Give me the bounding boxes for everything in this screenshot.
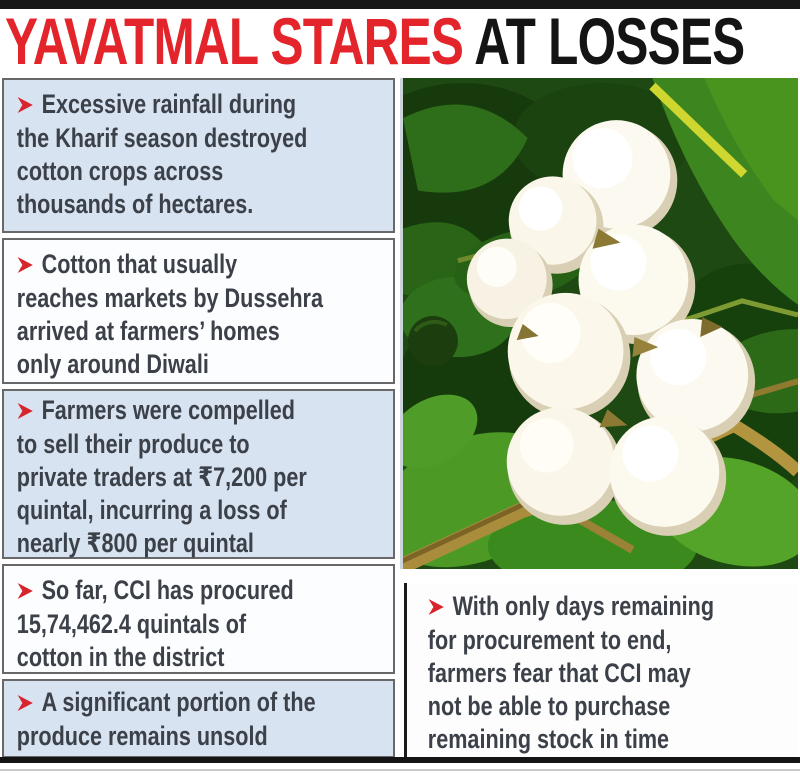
title-rest: AT LOSSES bbox=[463, 4, 745, 78]
bottom-divider bbox=[0, 769, 800, 771]
page-title: YAVATMAL STARES AT LOSSES bbox=[5, 8, 800, 74]
leaf-shape bbox=[403, 78, 798, 569]
cotton-boll-shape bbox=[466, 120, 756, 536]
bullet-item-5: A significant portion of the produce rem… bbox=[2, 679, 395, 758]
title-highlight: YAVATMAL STARES bbox=[5, 4, 464, 78]
arrow-right-icon bbox=[428, 591, 446, 624]
arrow-right-icon bbox=[17, 687, 35, 720]
arrow-right-icon bbox=[17, 89, 35, 122]
right-note: With only days remaining for procurement… bbox=[404, 583, 798, 757]
bullet-item-1: Excessive rainfall during the Kharif sea… bbox=[2, 78, 395, 233]
bottom-bar bbox=[0, 757, 800, 763]
page-title-text: YAVATMAL STARES AT LOSSES bbox=[5, 8, 745, 74]
bullet-item-4: So far, CCI has procured 15,74,462.4 qui… bbox=[2, 564, 395, 674]
cotton-photo bbox=[400, 78, 798, 569]
bract-shape bbox=[516, 228, 723, 428]
right-note-text: With only days remaining for procurement… bbox=[427, 591, 715, 754]
arrow-right-icon bbox=[17, 575, 35, 608]
bullet-text: A significant portion of the produce rem… bbox=[16, 687, 316, 751]
bullet-item-3: Farmers were compelled to sell their pro… bbox=[2, 389, 395, 559]
top-bar bbox=[0, 0, 800, 9]
green-boll-shape bbox=[407, 315, 458, 367]
bullet-text: So far, CCI has procured 15,74,462.4 qui… bbox=[16, 575, 294, 672]
bullet-text: Cotton that usually reaches markets by D… bbox=[16, 249, 323, 379]
arrow-right-icon bbox=[17, 249, 35, 282]
arrow-right-icon bbox=[17, 395, 35, 428]
bullet-text: Excessive rainfall during the Kharif sea… bbox=[16, 89, 308, 219]
bullet-item-2: Cotton that usually reaches markets by D… bbox=[2, 238, 395, 384]
bullet-text: Farmers were compelled to sell their pro… bbox=[16, 395, 307, 558]
